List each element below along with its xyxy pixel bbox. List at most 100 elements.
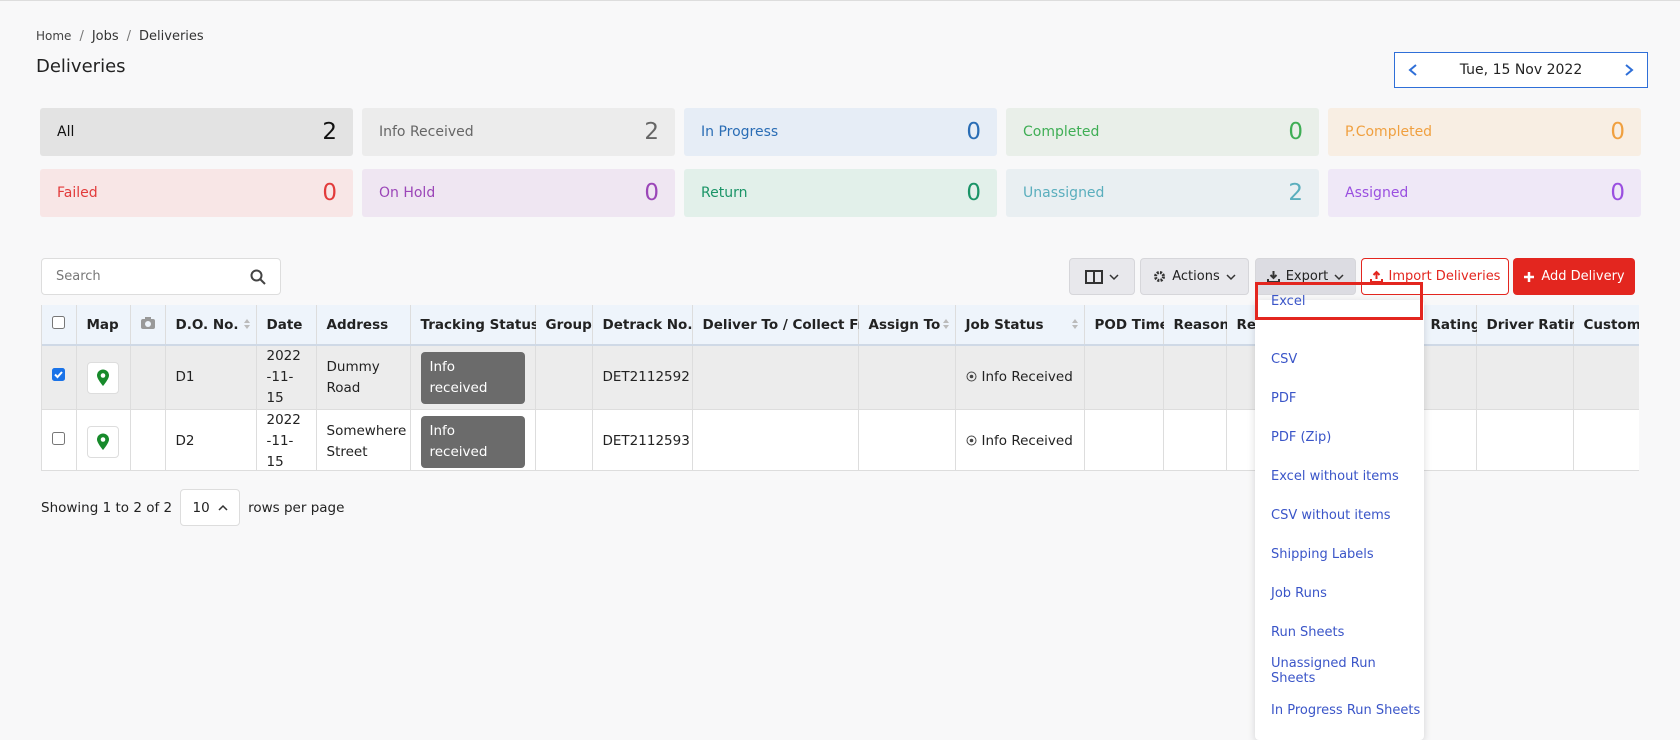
date: 2022-​11-15 bbox=[256, 345, 317, 410]
deliver-to bbox=[692, 345, 859, 410]
card-label: Assigned bbox=[1345, 185, 1409, 201]
crumb-link[interactable]: Jobs bbox=[91, 29, 119, 44]
export-option[interactable]: Excel without items bbox=[1271, 468, 1399, 484]
address: Dummy Road bbox=[316, 345, 411, 410]
empty-cell bbox=[1420, 409, 1477, 470]
export-option[interactable]: PDF (Zip) bbox=[1271, 429, 1332, 445]
page-size-select[interactable]: 10 bbox=[180, 489, 241, 526]
export-button[interactable]: Export bbox=[1255, 258, 1356, 295]
status-pill: Info received bbox=[420, 351, 525, 404]
card-count: 2 bbox=[644, 119, 659, 145]
select-all[interactable] bbox=[42, 305, 77, 346]
export-option[interactable]: Job Runs bbox=[1271, 585, 1327, 601]
next-date[interactable] bbox=[1623, 63, 1635, 77]
tracking-status: Info received bbox=[410, 409, 536, 470]
card-count: 0 bbox=[322, 180, 337, 206]
card-count: 0 bbox=[1288, 119, 1303, 145]
export-option[interactable]: CSV without items bbox=[1271, 507, 1391, 523]
group bbox=[535, 345, 593, 410]
search-box[interactable]: Search bbox=[41, 258, 281, 295]
card-count: 0 bbox=[966, 180, 981, 206]
column-header: Reason bbox=[1163, 305, 1229, 346]
column-header: POD Time bbox=[1084, 305, 1169, 346]
export-option[interactable]: Unassigned Run Sheets bbox=[1271, 656, 1376, 686]
pagination: Showing 1 to 2 of 2 10 rows per page bbox=[41, 489, 344, 526]
empty-cell bbox=[1420, 345, 1477, 410]
export-option[interactable]: PDF bbox=[1271, 390, 1297, 406]
page-size: 10 bbox=[192, 499, 210, 516]
column-header: Tracking Status bbox=[410, 305, 539, 346]
export-option[interactable]: Run Sheets bbox=[1271, 624, 1345, 640]
job-status: Info Received bbox=[955, 345, 1085, 410]
status-card[interactable]: Assigned 0 bbox=[1328, 169, 1641, 217]
empty-cell bbox=[1163, 345, 1227, 410]
showing-text: Showing 1 to 2 of 2 bbox=[41, 499, 173, 516]
breadcrumb: Home / Jobs / Deliveries bbox=[36, 29, 204, 44]
status-card[interactable]: Return 0 bbox=[684, 169, 997, 217]
export-option[interactable]: Shipping Labels bbox=[1271, 546, 1374, 562]
card-label: Completed bbox=[1023, 124, 1100, 140]
date-text: 2022-​11-15 bbox=[266, 412, 301, 470]
header-text: Reason bbox=[1173, 316, 1230, 333]
map-pin[interactable] bbox=[86, 361, 119, 394]
export-option[interactable]: Excel bbox=[1255, 282, 1423, 320]
card-count: 2 bbox=[1288, 180, 1303, 206]
photo-cell bbox=[130, 345, 166, 410]
card-count: 0 bbox=[1610, 119, 1625, 145]
row-select[interactable] bbox=[42, 409, 77, 470]
empty-cell bbox=[1163, 409, 1227, 470]
status-card[interactable]: Failed 0 bbox=[40, 169, 353, 217]
header-text: Map bbox=[86, 316, 119, 333]
import-label: Import Deliveries bbox=[1388, 269, 1501, 284]
crumb-current: Deliveries bbox=[139, 29, 204, 44]
columns-button[interactable] bbox=[1069, 258, 1135, 295]
card-label: Return bbox=[701, 185, 748, 201]
date: 2022-​11-15 bbox=[256, 409, 317, 470]
table-row: D1 2022-​11-15 Dummy Road Info received DET2… bbox=[42, 345, 1639, 410]
import-button[interactable]: Import Deliveries bbox=[1361, 258, 1509, 295]
actions-label: Actions bbox=[1172, 269, 1220, 284]
header-text: D.O. No. bbox=[175, 316, 239, 333]
status-card[interactable]: Completed 0 bbox=[1006, 108, 1319, 156]
date-picker: Tue, 15 Nov 2022 bbox=[1394, 52, 1648, 88]
status-card[interactable]: In Progress 0 bbox=[684, 108, 997, 156]
detrack-no: DET2112593 bbox=[592, 409, 693, 470]
column-header bbox=[130, 305, 166, 346]
add-button[interactable]: Add Delivery bbox=[1513, 258, 1635, 295]
column-header: Customer bbox=[1573, 305, 1639, 346]
search-icon bbox=[250, 269, 266, 285]
status-card[interactable]: Unassigned 2 bbox=[1006, 169, 1319, 217]
empty-cell bbox=[1573, 409, 1639, 470]
status-card[interactable]: Info Received 2 bbox=[362, 108, 675, 156]
card-count: 0 bbox=[644, 180, 659, 206]
card-label: Unassigned bbox=[1023, 185, 1105, 201]
status-card[interactable]: On Hold 0 bbox=[362, 169, 675, 217]
date-text: 2022-​11-15 bbox=[266, 348, 301, 406]
tracking-status: Info received bbox=[410, 345, 536, 410]
do-no: D2 bbox=[165, 409, 257, 470]
export-menu: Excel CSV PDF PDF (Zip) Excel without items C… bbox=[1255, 282, 1424, 740]
header-text: POD Time bbox=[1094, 316, 1169, 333]
job-status: Info Received bbox=[955, 409, 1085, 470]
header-text: Assign To bbox=[868, 316, 941, 333]
header-text: Group bbox=[545, 316, 592, 333]
column-header: Deliver To / Collect From bbox=[692, 305, 888, 346]
map-cell bbox=[76, 409, 131, 470]
date-text: Tue, 15 Nov 2022 bbox=[1459, 62, 1583, 78]
map-pin[interactable] bbox=[86, 425, 119, 458]
actions-button[interactable]: Actions bbox=[1140, 258, 1249, 295]
export-option[interactable]: In Progress Run Sheets bbox=[1271, 702, 1421, 718]
crumb-link[interactable]: Home bbox=[36, 29, 72, 43]
status-card[interactable]: P.Completed 0 bbox=[1328, 108, 1641, 156]
add-label: Add Delivery bbox=[1541, 269, 1625, 284]
address: Somewhere Street bbox=[316, 409, 411, 470]
export-option[interactable]: CSV bbox=[1271, 351, 1298, 367]
card-count: 2 bbox=[322, 119, 337, 145]
page-title: Deliveries bbox=[36, 56, 126, 77]
status-card[interactable]: All 2 bbox=[40, 108, 353, 156]
prev-date[interactable] bbox=[1407, 63, 1419, 77]
column-header: Job Status bbox=[955, 305, 1085, 346]
column-header: D.O. No. bbox=[165, 305, 257, 346]
group bbox=[535, 409, 593, 470]
row-select[interactable] bbox=[42, 345, 77, 410]
